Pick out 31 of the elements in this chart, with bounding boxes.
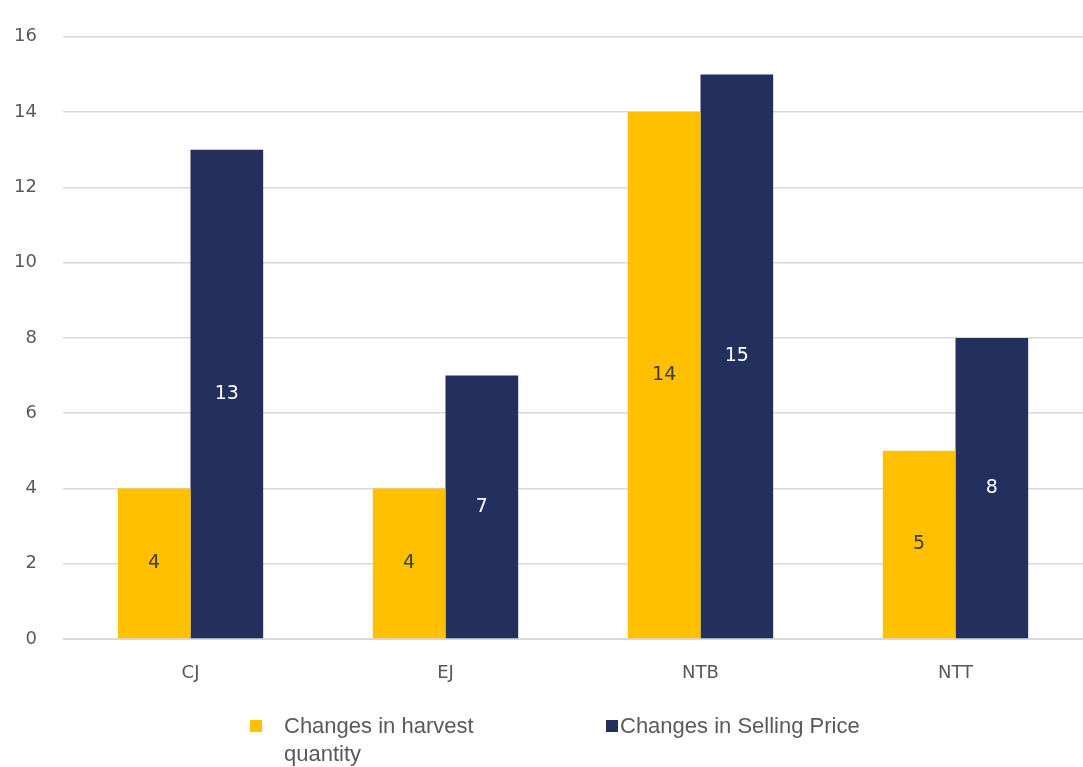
y-tick-label: 2 xyxy=(25,551,37,573)
y-tick-label: 14 xyxy=(14,99,37,121)
y-tick-label: 16 xyxy=(14,24,37,46)
bar xyxy=(190,149,264,639)
y-tick-label: 0 xyxy=(25,626,37,648)
x-tick-label: CJ xyxy=(181,661,200,683)
bar xyxy=(117,488,191,639)
data-label: 14 xyxy=(652,362,677,385)
data-label: 8 xyxy=(985,475,998,498)
bar xyxy=(882,450,956,639)
bar xyxy=(445,375,519,639)
bar xyxy=(372,488,446,639)
data-label: 7 xyxy=(475,493,488,516)
x-tick-label: NTT xyxy=(937,661,975,683)
bar xyxy=(627,112,701,639)
data-label: 4 xyxy=(403,550,416,573)
data-label: 15 xyxy=(724,343,749,366)
x-tick-label: EJ xyxy=(437,661,454,683)
data-label: 13 xyxy=(214,380,239,403)
bar xyxy=(955,337,1029,639)
y-tick-label: 10 xyxy=(14,250,37,272)
bar xyxy=(700,74,774,639)
y-tick-label: 12 xyxy=(14,175,37,197)
legend-label: Changes in Selling Price xyxy=(620,712,860,740)
y-tick-label: 8 xyxy=(25,325,37,347)
y-tick-label: 4 xyxy=(25,476,37,498)
y-tick-label: 6 xyxy=(25,400,37,422)
data-label: 4 xyxy=(148,550,161,573)
data-label: 5 xyxy=(913,531,926,554)
legend-label: Changes in harvest quantity xyxy=(284,712,475,767)
x-tick-label: NTB xyxy=(682,661,719,683)
